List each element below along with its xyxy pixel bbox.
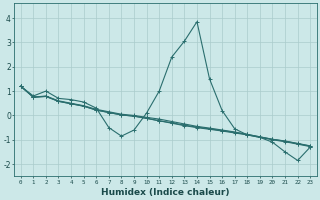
X-axis label: Humidex (Indice chaleur): Humidex (Indice chaleur): [101, 188, 230, 197]
